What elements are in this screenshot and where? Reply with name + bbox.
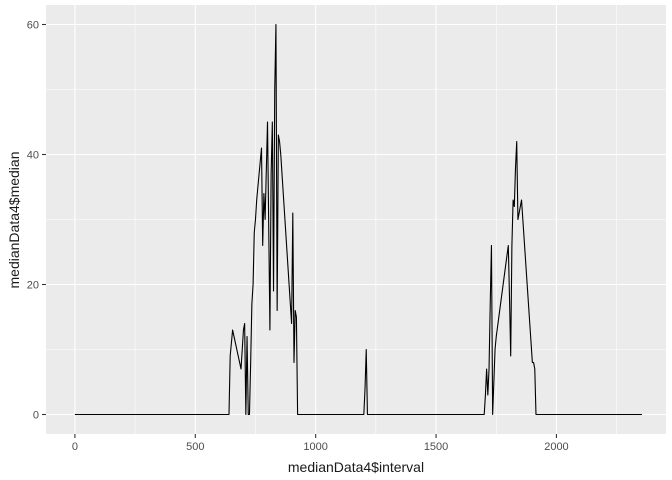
x-tick-label: 1000	[303, 441, 327, 453]
y-axis-title: medianData4$median	[6, 152, 22, 289]
x-tick-label: 0	[72, 441, 78, 453]
minor-gridlines	[46, 5, 666, 434]
x-tick-label: 1500	[424, 441, 448, 453]
x-axis: 0 500 1000 1500 2000	[72, 434, 569, 453]
y-tick-label: 0	[33, 410, 39, 422]
major-gridlines	[46, 5, 666, 434]
y-tick-label: 60	[27, 20, 39, 32]
x-tick-label: 2000	[544, 441, 568, 453]
y-axis: 0 20 40 60	[27, 20, 46, 422]
x-tick-label: 500	[186, 441, 204, 453]
median-series-line	[74, 23, 642, 416]
y-tick-label: 40	[27, 150, 39, 162]
y-tick-label: 20	[27, 280, 39, 292]
x-axis-title: medianData4$interval	[288, 459, 424, 475]
